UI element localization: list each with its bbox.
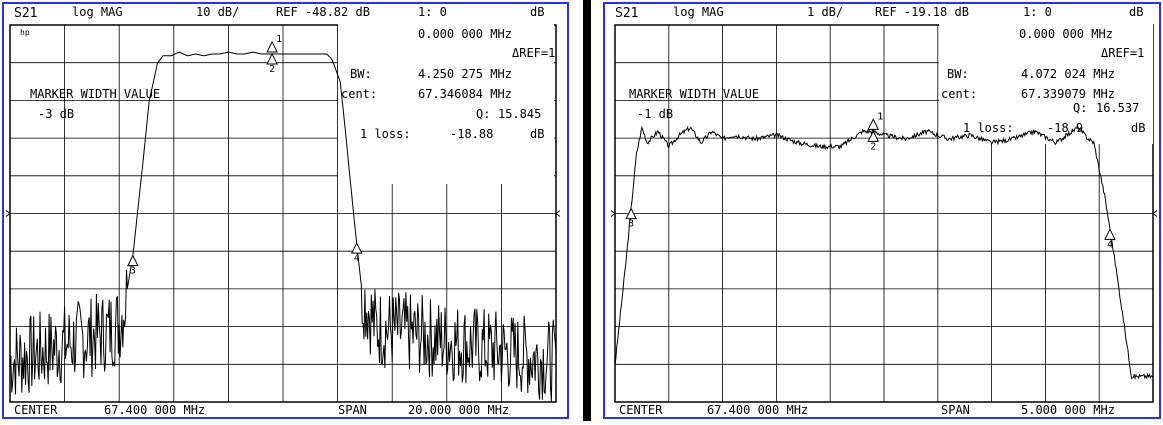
footer-span-value: 5.000 000 MHz xyxy=(1021,403,1115,417)
header-unit: dB xyxy=(530,5,544,19)
hp-logo: hp xyxy=(20,28,30,37)
marker-1 xyxy=(867,118,880,130)
footer-span-value: 20.000 000 MHz xyxy=(408,403,509,417)
header-format: log MAG xyxy=(72,5,123,19)
marker-width-value: -1 dB xyxy=(637,107,673,121)
readout-loss-value: -18.88 xyxy=(450,127,493,141)
footer-span-label: SPAN xyxy=(941,403,970,417)
marker-label-1: 1 xyxy=(276,34,282,45)
readout-freq: 0.000 000 MHz xyxy=(1019,27,1113,41)
marker-label-3: 3 xyxy=(130,266,136,277)
marker-label-3: 3 xyxy=(628,219,634,230)
footer-center-label: CENTER xyxy=(619,403,663,417)
marker-2 xyxy=(266,52,278,65)
marker-label-4: 4 xyxy=(354,253,360,264)
readout-delta-ref: ΔREF=1 xyxy=(512,46,555,60)
header-unit: dB xyxy=(1129,5,1143,19)
readout-q-value: 16.537 xyxy=(1096,101,1139,115)
header-scale: 10 dB/ xyxy=(196,5,239,19)
left-chart: S21 log MAG 10 dB/ REF -48.82 dB 1: 0 dB… xyxy=(5,5,561,417)
footer-center-value: 67.400 000 MHz xyxy=(707,403,808,417)
markers: 1 2 3 4 xyxy=(625,111,1116,250)
trace-line xyxy=(9,51,557,402)
marker-label-4: 4 xyxy=(1107,239,1113,250)
ref-tick-right xyxy=(1152,210,1158,217)
header-scale: 1 dB/ xyxy=(807,5,843,19)
readout-loss-label: 1 loss: xyxy=(360,127,411,141)
right-chart: S21 log MAG 1 dB/ REF -19.18 dB 1: 0 dB … xyxy=(610,5,1158,417)
marker-1 xyxy=(266,40,278,53)
readout-cent-label: cent: xyxy=(941,87,977,101)
trace xyxy=(614,123,1154,381)
header-ref: REF -48.82 dB xyxy=(276,5,370,19)
readout-cent-label: cent: xyxy=(341,87,377,101)
marker-4 xyxy=(350,241,363,254)
marker-2 xyxy=(867,130,880,142)
marker-width-title: MARKER WIDTH VALUE xyxy=(629,87,759,101)
header-param: S21 xyxy=(615,6,638,21)
header-marker-index: 1: 0 xyxy=(418,5,447,19)
right-analyzer-panel: S21 log MAG 1 dB/ REF -19.18 dB 1: 0 dB … xyxy=(601,0,1163,421)
marker-3 xyxy=(127,254,139,267)
marker-readout: 0.000 000 MHz ΔREF=1 BW: 4.250 275 MHz c… xyxy=(338,24,555,184)
readout-cent-value: 67.346084 MHz xyxy=(418,87,512,101)
left-analyzer-panel: S21 log MAG 10 dB/ REF -48.82 dB 1: 0 dB… xyxy=(0,0,571,421)
marker-label-1: 1 xyxy=(877,111,883,122)
readout-q-value: 15.845 xyxy=(498,107,541,121)
markers: 1 2 3 4 xyxy=(127,34,363,277)
readout-q-label: Q: xyxy=(1073,101,1087,115)
readout-delta-ref: ΔREF=1 xyxy=(1101,46,1144,60)
readout-freq: 0.000 000 MHz xyxy=(418,27,512,41)
marker-width-title: MARKER WIDTH VALUE xyxy=(30,87,160,101)
footer-center-label: CENTER xyxy=(14,403,58,417)
readout-bw-value: 4.250 275 MHz xyxy=(418,67,512,81)
readout-bw-value: 4.072 024 MHz xyxy=(1021,67,1115,81)
marker-readout: 0.000 000 MHz ΔREF=1 BW: 4.072 024 MHz c… xyxy=(939,24,1153,144)
ref-tick-left xyxy=(5,210,11,217)
readout-loss-label: 1 loss: xyxy=(963,121,1014,135)
readout-bw-label: BW: xyxy=(947,67,969,81)
trace xyxy=(9,51,557,402)
footer-span-label: SPAN xyxy=(338,403,367,417)
grid xyxy=(610,24,1158,403)
marker-label-2: 2 xyxy=(269,64,275,75)
marker-width-value: -3 dB xyxy=(38,107,74,121)
marker-label-2: 2 xyxy=(870,141,876,152)
header-marker-index: 1: 0 xyxy=(1023,5,1052,19)
readout-bw-label: BW: xyxy=(350,67,372,81)
readout-loss-unit: dB xyxy=(1131,121,1145,135)
trace-line xyxy=(614,123,1154,381)
marker-3 xyxy=(625,207,637,220)
header-format: log MAG xyxy=(673,5,724,19)
ref-tick-right xyxy=(555,210,561,217)
header-param: S21 xyxy=(14,6,37,21)
ref-tick-left xyxy=(610,210,616,217)
panel-divider xyxy=(583,0,591,421)
readout-cent-value: 67.339079 MHz xyxy=(1021,87,1115,101)
readout-loss-unit: dB xyxy=(530,127,544,141)
footer-center-value: 67.400 000 MHz xyxy=(104,403,205,417)
header-ref: REF -19.18 dB xyxy=(875,5,969,19)
marker-4 xyxy=(1104,228,1116,240)
readout-q-label: Q: xyxy=(476,107,490,121)
